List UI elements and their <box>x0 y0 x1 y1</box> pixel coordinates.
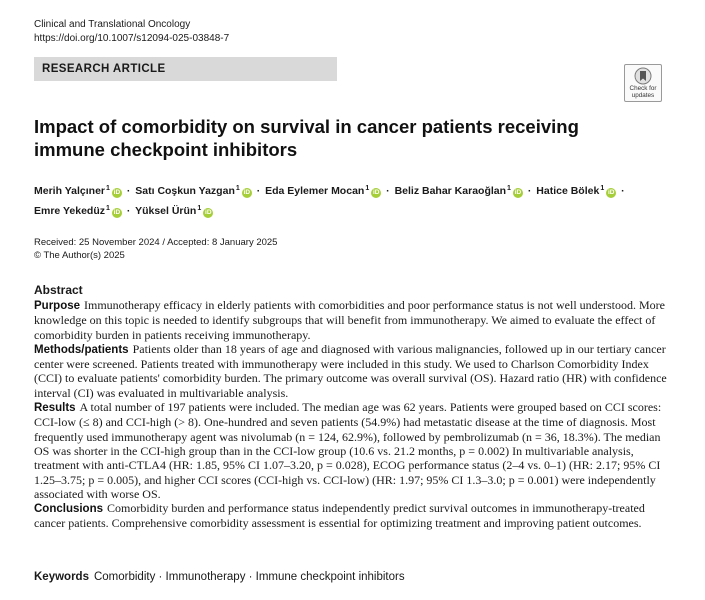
title-line-1: Impact of comorbidity on survival in can… <box>34 116 579 137</box>
section-label: Purpose <box>34 300 81 312</box>
orcid-icon[interactable]: iD <box>512 188 523 198</box>
article-type-banner: RESEARCH ARTICLE <box>34 57 337 81</box>
abstract-body: Purpose Immunotherapy efficacy in elderly… <box>34 298 670 531</box>
author-name[interactable]: Beliz Bahar Karaoğlan <box>394 185 507 197</box>
abstract-methods: Methods/patients Patients older than 18 y… <box>34 342 670 400</box>
publication-dates: Received: 25 November 2024 / Accepted: 8… <box>34 236 277 262</box>
orcid-icon[interactable]: iD <box>606 188 617 198</box>
section-label: Results <box>34 402 76 415</box>
author-separator: · <box>386 185 390 197</box>
orcid-icon[interactable]: iD <box>203 208 214 218</box>
section-label: Methods/patients <box>34 343 129 356</box>
affiliation-marker: 1 <box>235 185 240 192</box>
author-list: Merih Yalçıner1iD · Satı Coşkun Yazgan1i… <box>34 180 674 220</box>
affiliation-marker: 1 <box>197 205 202 212</box>
author-name[interactable]: Eda Eylemer Mocan <box>265 185 365 197</box>
author-separator: · <box>621 185 625 197</box>
doi-link[interactable]: https://doi.org/10.1007/s12094-025-03848… <box>34 33 230 44</box>
abstract-heading: Abstract <box>34 283 83 297</box>
author-separator: · <box>126 185 131 197</box>
keywords-label: Keywords <box>34 571 89 583</box>
affiliation-marker: 1 <box>106 205 110 212</box>
article-title: Impact of comorbidity on survival in can… <box>34 115 594 161</box>
author-line-2: Emre Yekedüz1iD · Yüksel Ürün1iD <box>34 200 674 220</box>
keywords: Keywords Comorbidity · Immunotherapy · Im… <box>34 571 405 583</box>
author-name[interactable]: Satı Coşkun Yazgan <box>135 185 235 197</box>
author-name[interactable]: Yüksel Ürün <box>135 205 197 217</box>
journal-name: Clinical and Translational Oncology <box>34 19 191 30</box>
orcid-icon[interactable]: iD <box>371 188 382 198</box>
section-text: Comorbidity burden and performance statu… <box>34 501 645 531</box>
title-line-2: immune checkpoint inhibitors <box>34 139 298 160</box>
orcid-icon[interactable]: iD <box>111 208 122 218</box>
affiliation-marker: 1 <box>365 185 370 192</box>
received-accepted-dates: Received: 25 November 2024 / Accepted: 8… <box>34 237 278 248</box>
author-line-1: Merih Yalçıner1iD · Satı Coşkun Yazgan1i… <box>34 180 674 200</box>
section-text: Immunotherapy efficacy in elderly patien… <box>34 298 665 342</box>
affiliation-marker: 1 <box>106 185 110 192</box>
author-name[interactable]: Merih Yalçıner <box>34 185 106 197</box>
section-label: Conclusions <box>34 503 104 516</box>
copyright-notice: © The Author(s) 2025 <box>34 250 125 261</box>
abstract-results: Results A total number of 197 patients we… <box>34 400 670 501</box>
affiliation-marker: 1 <box>600 185 605 192</box>
section-text: Patients older than 18 years of age and … <box>34 341 667 400</box>
section-text: A total number of 197 patients were incl… <box>34 400 662 501</box>
check-for-updates-badge[interactable]: Check for updates <box>624 64 662 102</box>
orcid-icon[interactable]: iD <box>111 188 122 198</box>
bookmark-badge-icon <box>634 67 652 85</box>
updates-label: updates <box>631 91 655 99</box>
keywords-list: Comorbidity · Immunotherapy · Immune che… <box>93 571 405 583</box>
orcid-icon[interactable]: iD <box>241 188 252 198</box>
check-for-label: Check for <box>629 85 657 92</box>
author-separator: · <box>126 205 131 217</box>
journal-header: Clinical and Translational Oncology http… <box>34 18 229 46</box>
author-separator: · <box>256 185 261 197</box>
author-name[interactable]: Hatice Bölek <box>536 185 600 197</box>
affiliation-marker: 1 <box>507 185 511 192</box>
author-name[interactable]: Emre Yekedüz <box>34 205 106 217</box>
abstract-conclusions: Conclusions Comorbidity burden and perfor… <box>34 501 670 531</box>
abstract-purpose: Purpose Immunotherapy efficacy in elderly… <box>34 298 670 342</box>
author-separator: · <box>527 185 532 197</box>
